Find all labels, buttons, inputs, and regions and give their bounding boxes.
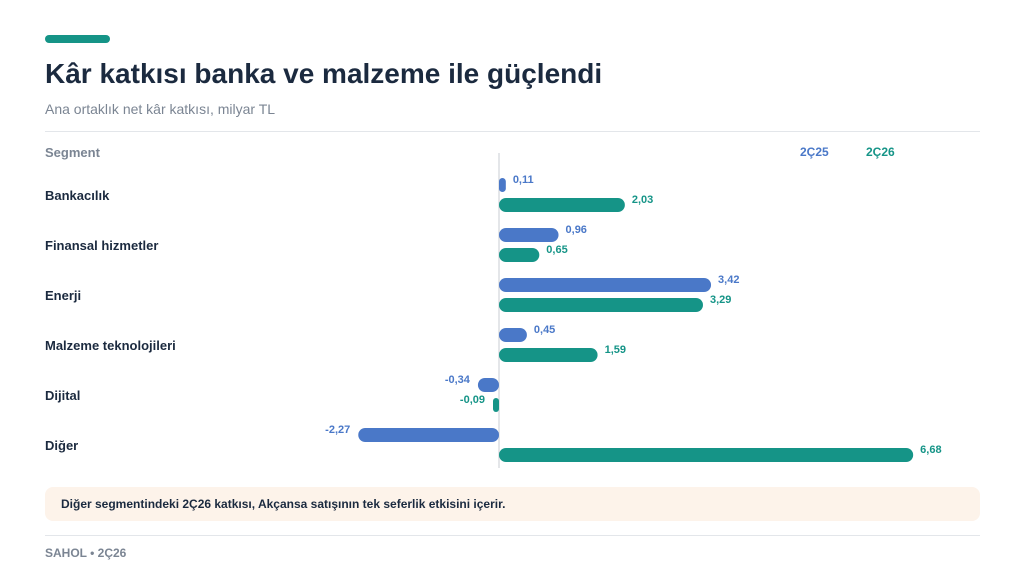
- footnote-box: Diğer segmentindeki 2Ç26 katkısı, Akçans…: [45, 487, 980, 521]
- bar-2c25-0: [499, 178, 506, 192]
- legend-2c26: 2Ç26: [866, 145, 895, 159]
- bar-2c25-2: [499, 278, 712, 292]
- row-label-dijital: Dijital: [45, 388, 81, 403]
- segment-column-header: Segment: [45, 145, 100, 160]
- bar-2c25-3: [499, 328, 527, 342]
- bar-2c25-4: [477, 378, 499, 392]
- row-label-finansal-hizmetler: Finansal hizmetler: [45, 238, 159, 253]
- data-label-2c26-1: 0,65: [546, 244, 567, 256]
- bottom-divider: [45, 535, 980, 536]
- data-label-2c25-2: 3,42: [718, 274, 739, 286]
- data-label-2c25-5: -2,27: [325, 424, 350, 436]
- footer-source: SAHOL • 2Ç26: [45, 546, 127, 560]
- bar-2c25-1: [499, 228, 559, 242]
- data-label-2c26-3: 1,59: [605, 344, 626, 356]
- bar-2c26-2: [499, 298, 703, 312]
- bar-2c26-3: [499, 348, 598, 362]
- row-label-diger: Diğer: [45, 438, 79, 453]
- accent-bar: [45, 35, 110, 43]
- bar-2c26-4: [493, 398, 499, 412]
- bar-2c26-1: [499, 248, 540, 262]
- data-label-2c25-4: -0,34: [445, 374, 471, 386]
- row-label-malzeme-teknolojileri: Malzeme teknolojileri: [45, 338, 176, 353]
- data-label-2c26-4: -0,09: [460, 394, 485, 406]
- bar-2c25-5: [358, 428, 499, 442]
- bar-2c26-5: [499, 448, 914, 462]
- footnote-text: Diğer segmentindeki 2Ç26 katkısı, Akçans…: [61, 497, 506, 511]
- data-label-2c26-5: 6,68: [920, 444, 941, 456]
- data-label-2c25-0: 0,11: [513, 174, 534, 186]
- data-label-2c25-3: 0,45: [534, 324, 555, 336]
- data-label-2c26-2: 3,29: [710, 294, 731, 306]
- row-label-enerji: Enerji: [45, 288, 82, 303]
- legend-2c25: 2Ç25: [800, 145, 829, 159]
- page-subtitle: Ana ortaklık net kâr katkısı, milyar TL: [45, 101, 276, 117]
- row-label-bankacilik: Bankacılık: [45, 188, 110, 203]
- page-title: Kâr katkısı banka ve malzeme ile güçlend…: [45, 58, 603, 89]
- data-label-2c25-1: 0,96: [566, 224, 587, 236]
- bar-2c26-0: [499, 198, 625, 212]
- data-label-2c26-0: 2,03: [632, 194, 653, 206]
- top-divider: [45, 131, 980, 132]
